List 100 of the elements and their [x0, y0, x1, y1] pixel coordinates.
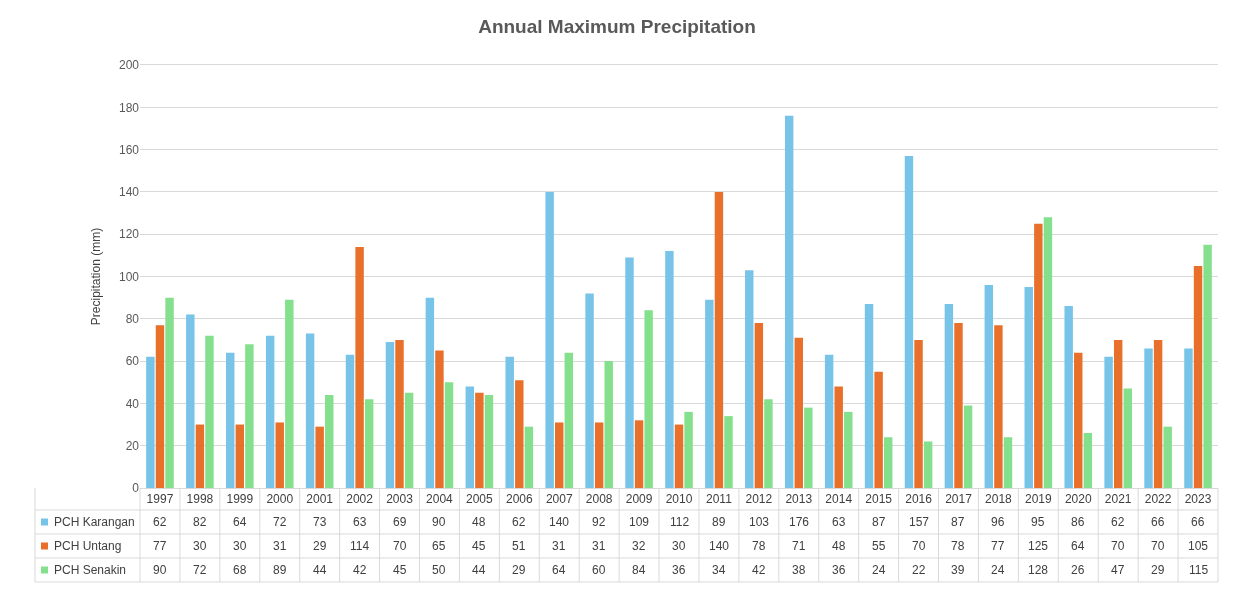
bar	[1043, 217, 1053, 488]
data-label: 90	[432, 515, 446, 529]
data-label: 87	[951, 515, 965, 529]
x-tick-label: 2013	[785, 492, 813, 507]
data-label: 70	[912, 539, 926, 553]
data-label: 140	[549, 515, 570, 529]
data-label: 62	[1111, 515, 1125, 529]
data-label: 24	[991, 563, 1005, 577]
x-tick-label: 2009	[625, 492, 653, 507]
bar	[484, 394, 494, 488]
bar	[146, 356, 155, 488]
bar	[425, 297, 435, 488]
data-label: 176	[789, 515, 810, 529]
bar	[944, 304, 954, 488]
data-label: 47	[1111, 563, 1125, 577]
x-tick-label: 2000	[266, 492, 294, 507]
data-label: 95	[1031, 515, 1045, 529]
data-label: 86	[1071, 515, 1085, 529]
data-label: 96	[991, 515, 1005, 529]
data-label: 69	[393, 515, 407, 529]
data-label: 34	[712, 563, 726, 577]
bar	[834, 386, 843, 488]
bar	[245, 344, 254, 488]
data-label: 29	[313, 539, 327, 553]
bar	[1003, 437, 1013, 488]
bar	[505, 356, 514, 488]
bar	[705, 299, 714, 488]
data-label: 31	[592, 539, 606, 553]
data-label: 72	[273, 515, 287, 529]
bar	[914, 339, 923, 488]
bar	[465, 386, 474, 488]
data-label: 128	[1028, 563, 1049, 577]
data-label: 103	[749, 515, 770, 529]
y-tick-label: 120	[118, 227, 140, 242]
data-label: 31	[552, 539, 566, 553]
bar	[515, 380, 524, 488]
bar	[235, 424, 245, 488]
data-label: 105	[1188, 539, 1209, 553]
y-tick-label: 140	[118, 185, 140, 200]
bar	[315, 426, 324, 488]
bar	[186, 314, 195, 488]
bar	[555, 422, 564, 488]
data-label: 63	[353, 515, 367, 529]
data-label: 31	[273, 539, 287, 553]
x-tick-label: 2014	[825, 492, 853, 507]
y-tick-label: 160	[118, 142, 140, 157]
data-label: 70	[1151, 539, 1165, 553]
bar	[1163, 426, 1172, 488]
bar	[155, 325, 165, 488]
bar	[1083, 433, 1093, 488]
bar	[364, 399, 374, 488]
bar	[345, 354, 355, 488]
bar	[1203, 244, 1212, 488]
data-label: 63	[832, 515, 846, 529]
bar	[754, 323, 764, 488]
legend-label: PCH Senakin	[54, 563, 127, 577]
bar	[594, 422, 604, 488]
data-label: 66	[1151, 515, 1165, 529]
data-label: 77	[991, 539, 1005, 553]
bar	[874, 371, 883, 488]
data-label: 71	[792, 539, 806, 553]
data-label: 78	[752, 539, 766, 553]
bar	[954, 323, 963, 488]
y-tick-label: 200	[118, 58, 140, 73]
x-tick-label: 2016	[905, 492, 933, 507]
bar	[165, 297, 174, 488]
bar	[1193, 265, 1203, 488]
data-label: 38	[792, 563, 806, 577]
data-label: 82	[193, 515, 207, 529]
data-label: 60	[592, 563, 606, 577]
bar	[355, 246, 364, 488]
data-label: 112	[670, 515, 690, 529]
data-label: 125	[1028, 539, 1049, 553]
data-label: 48	[832, 539, 846, 553]
bar	[864, 304, 874, 488]
bar	[684, 411, 693, 488]
data-label: 51	[512, 539, 526, 553]
data-label: 29	[1151, 563, 1165, 577]
data-label: 78	[951, 539, 965, 553]
bar	[1113, 339, 1123, 488]
bar	[1024, 287, 1033, 488]
data-label: 64	[552, 563, 566, 577]
data-label: 39	[951, 563, 965, 577]
bar	[1144, 348, 1153, 488]
data-label: 44	[313, 563, 327, 577]
bar	[585, 293, 594, 488]
bar	[545, 191, 554, 488]
data-label: 140	[709, 539, 730, 553]
data-label: 62	[153, 515, 167, 529]
bar	[984, 284, 994, 488]
bar	[1123, 388, 1132, 488]
bar	[265, 335, 275, 488]
data-label: 29	[512, 563, 526, 577]
data-label: 55	[872, 539, 886, 553]
data-label: 32	[632, 539, 646, 553]
data-label: 87	[872, 515, 886, 529]
bar	[923, 441, 933, 488]
y-tick-label: 60	[125, 354, 140, 369]
bar	[395, 339, 404, 488]
bar	[1153, 339, 1163, 488]
